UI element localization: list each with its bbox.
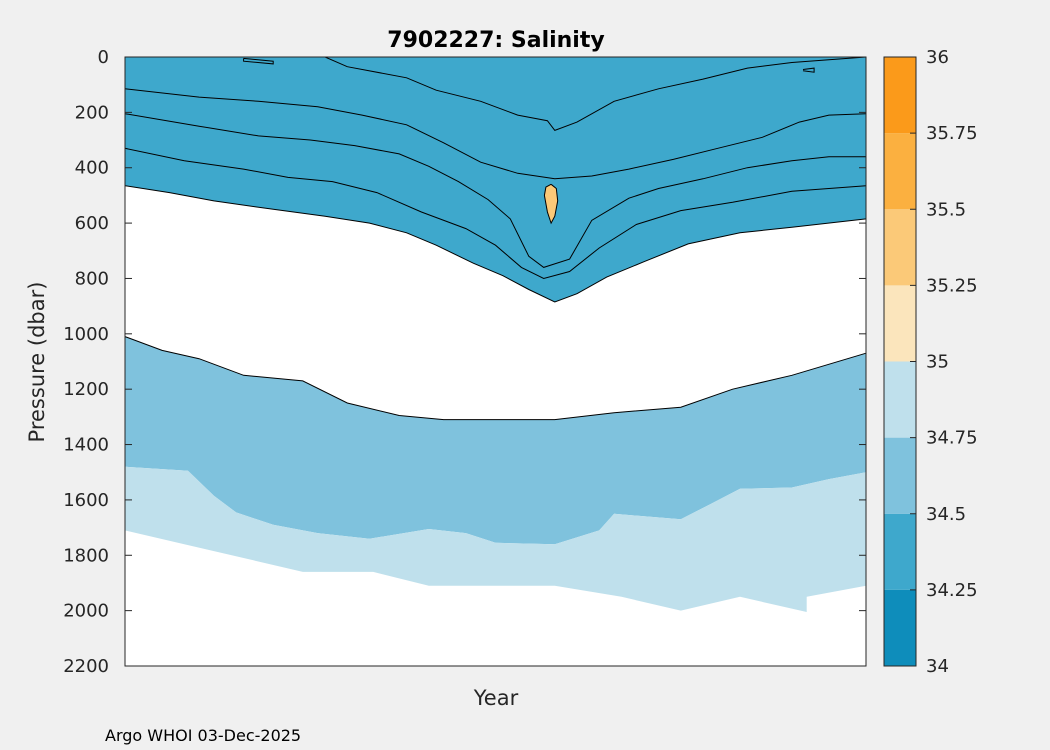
colorbar-swatch [884, 437, 916, 514]
colorbar-tick-label: 35 [926, 352, 949, 373]
colorbar-swatch [884, 133, 916, 210]
y-tick-label: 1600 [63, 490, 109, 511]
y-tick-label: 1800 [63, 545, 109, 566]
colorbar-tick-label: 36 [926, 47, 949, 68]
y-tick-label: 200 [75, 102, 109, 123]
colorbar-tick-label: 34.5 [926, 504, 966, 525]
y-tick-label: 1200 [63, 379, 109, 400]
y-tick-label: 1000 [63, 324, 109, 345]
colorbar: 34 34.25 34.5 34.75 35 35.25 35.5 35.75 36 [883, 47, 978, 677]
colorbar-tick-label: 34.25 [926, 580, 978, 601]
contour-34.75-35 [124, 113, 866, 268]
contour-35-35.25 [124, 88, 867, 180]
contour-35.25-island [543, 183, 559, 225]
band-34.25-34.5 [125, 57, 866, 302]
band-34.5-34.75-deep [125, 336, 866, 545]
y-tick-label: 600 [75, 213, 109, 234]
salinity-island-35.25 [544, 184, 558, 224]
colorbar-tick-label: 35.75 [926, 123, 978, 144]
contour-34.25-34.5 [124, 185, 867, 303]
y-tick-label: 0 [98, 47, 109, 68]
y-tick-label: 2000 [63, 601, 109, 622]
colorbar-tick-label: 35.25 [926, 275, 978, 296]
contour-34.5-deep [124, 336, 867, 421]
contour-35.75-patch [243, 57, 274, 65]
contour-35.75-patch-right [802, 67, 815, 73]
y-tick-label: 2200 [63, 656, 109, 677]
colorbar-swatch [884, 513, 916, 590]
colorbar-tick-label: 35.5 [926, 199, 966, 220]
x-axis-label: Year [473, 686, 519, 710]
colorbar-swatch [884, 209, 916, 286]
colorbar-swatch [884, 57, 916, 134]
band-34.75-35-deep [125, 466, 866, 612]
y-tick-label: 800 [75, 268, 109, 289]
y-tick-label: 400 [75, 158, 109, 179]
colorbar-swatch [884, 285, 916, 362]
y-tick-label: 1400 [63, 435, 109, 456]
y-axis-label: Pressure (dbar) [25, 282, 49, 443]
plot-frame [124, 56, 867, 667]
plot-area [124, 56, 867, 667]
chart-title: 7902227: Salinity [387, 28, 604, 53]
footer-credit: Argo WHOI 03-Dec-2025 [105, 726, 301, 745]
contour-34.5-34.75 [124, 147, 867, 280]
colorbar-swatch [884, 589, 916, 666]
colorbar-swatch [884, 361, 916, 438]
colorbar-tick-label: 34.75 [926, 428, 978, 449]
colorbar-tick-label: 34 [926, 656, 949, 677]
y-axis: 0 200 400 600 800 1000 1200 1400 1600 1800 2000 220… [63, 47, 866, 677]
